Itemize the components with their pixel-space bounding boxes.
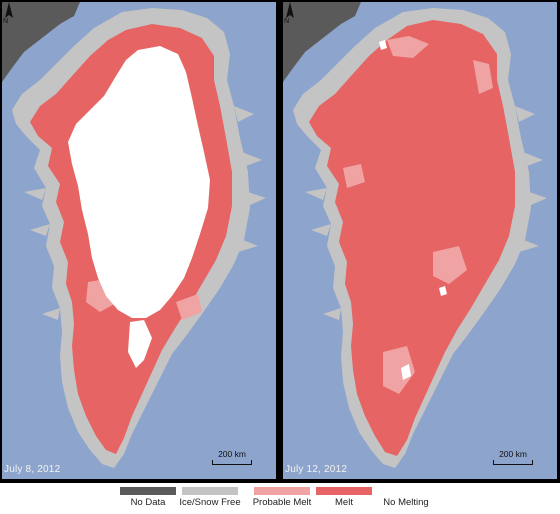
map-panel-july-8: July 8, 2012 200 km N — [2, 2, 276, 479]
probable-melt-center — [433, 246, 467, 284]
canada-nodata-region — [2, 2, 80, 82]
greenland-map-left — [2, 2, 266, 468]
map-legend: No Data Ice/Snow Free Probable Melt Melt… — [0, 486, 560, 512]
map-frame: July 8, 2012 200 km N Jul — [0, 0, 560, 483]
scale-bar: 200 km — [493, 449, 533, 465]
probable-melt-west — [343, 164, 365, 188]
map-date-label: July 8, 2012 — [4, 464, 61, 475]
legend-label-no-data: No Data — [130, 497, 166, 508]
legend-swatch-ice-snow-free — [182, 487, 238, 495]
legend-swatch-no-melting — [378, 487, 434, 495]
map-date-label: July 12, 2012 — [285, 464, 348, 475]
legend-label-no-melting: No Melting — [383, 497, 429, 508]
legend-swatch-probable-melt — [254, 487, 310, 495]
north-arrow-icon: N — [284, 2, 294, 24]
canada-nodata-region — [283, 2, 361, 82]
legend-swatch-melt — [316, 487, 372, 495]
no-melting-fleck-3 — [379, 40, 387, 50]
scale-bar-line — [493, 460, 533, 465]
scale-bar-label: 200 km — [499, 449, 527, 459]
probable-melt-patch-2 — [176, 294, 202, 320]
legend-label-ice-snow-free: Ice/Snow Free — [179, 497, 241, 508]
scale-bar-line — [212, 460, 252, 465]
no-melting-fleck-2 — [439, 286, 447, 296]
probable-melt-east — [473, 60, 493, 94]
scale-bar: 200 km — [212, 449, 252, 465]
greenland-map-right — [283, 2, 547, 468]
north-label: N — [3, 18, 8, 24]
probable-melt-south — [383, 346, 415, 394]
map-panel-july-12: July 12, 2012 200 km N — [283, 2, 557, 479]
scale-bar-label: 200 km — [218, 449, 246, 459]
legend-label-melt: Melt — [335, 497, 353, 508]
melt-region — [309, 20, 515, 456]
legend-label-probable-melt: Probable Melt — [252, 497, 312, 508]
no-melting-region — [68, 46, 210, 318]
north-arrow-icon: N — [3, 2, 13, 24]
no-melting-fleck-1 — [401, 364, 411, 380]
no-melting-south-patch — [128, 320, 152, 368]
north-label: N — [284, 18, 289, 24]
legend-swatch-no-data — [120, 487, 176, 495]
probable-melt-north — [387, 36, 429, 58]
